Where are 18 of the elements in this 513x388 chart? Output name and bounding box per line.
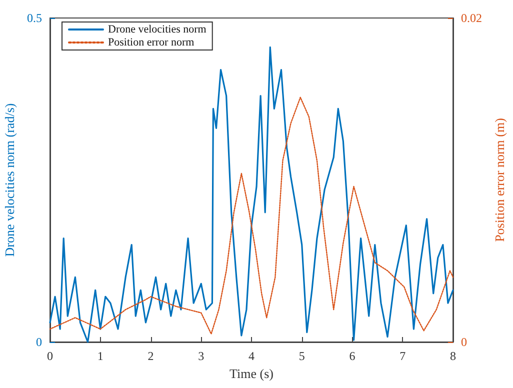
x-tick-label: 6: [349, 349, 356, 363]
x-tick-label: 5: [298, 349, 305, 363]
y2-tick-label: 0.02: [461, 11, 482, 25]
x-tick-label: 0: [47, 349, 53, 363]
x-tick-label: 2: [148, 349, 154, 363]
x-tick-label: 4: [248, 349, 254, 363]
y-axis-title: Drone velocities norm (rad/s): [2, 103, 18, 257]
y2-axis-title: Position error norm (m): [492, 118, 507, 242]
x-tick-label: 1: [97, 349, 104, 363]
x-tick-label: 7: [400, 349, 406, 363]
x-tick-label: 3: [198, 349, 204, 363]
y-tick-label: 0.5: [27, 11, 42, 25]
x-tick-label: 8: [450, 349, 456, 363]
legend-label: Position error norm: [108, 36, 195, 48]
line-series: [49, 96, 454, 334]
y2-tick-label: 0: [461, 335, 467, 349]
x-axis-title: Time (s): [230, 366, 274, 381]
legend-label: Drone velocities norm: [108, 24, 207, 36]
